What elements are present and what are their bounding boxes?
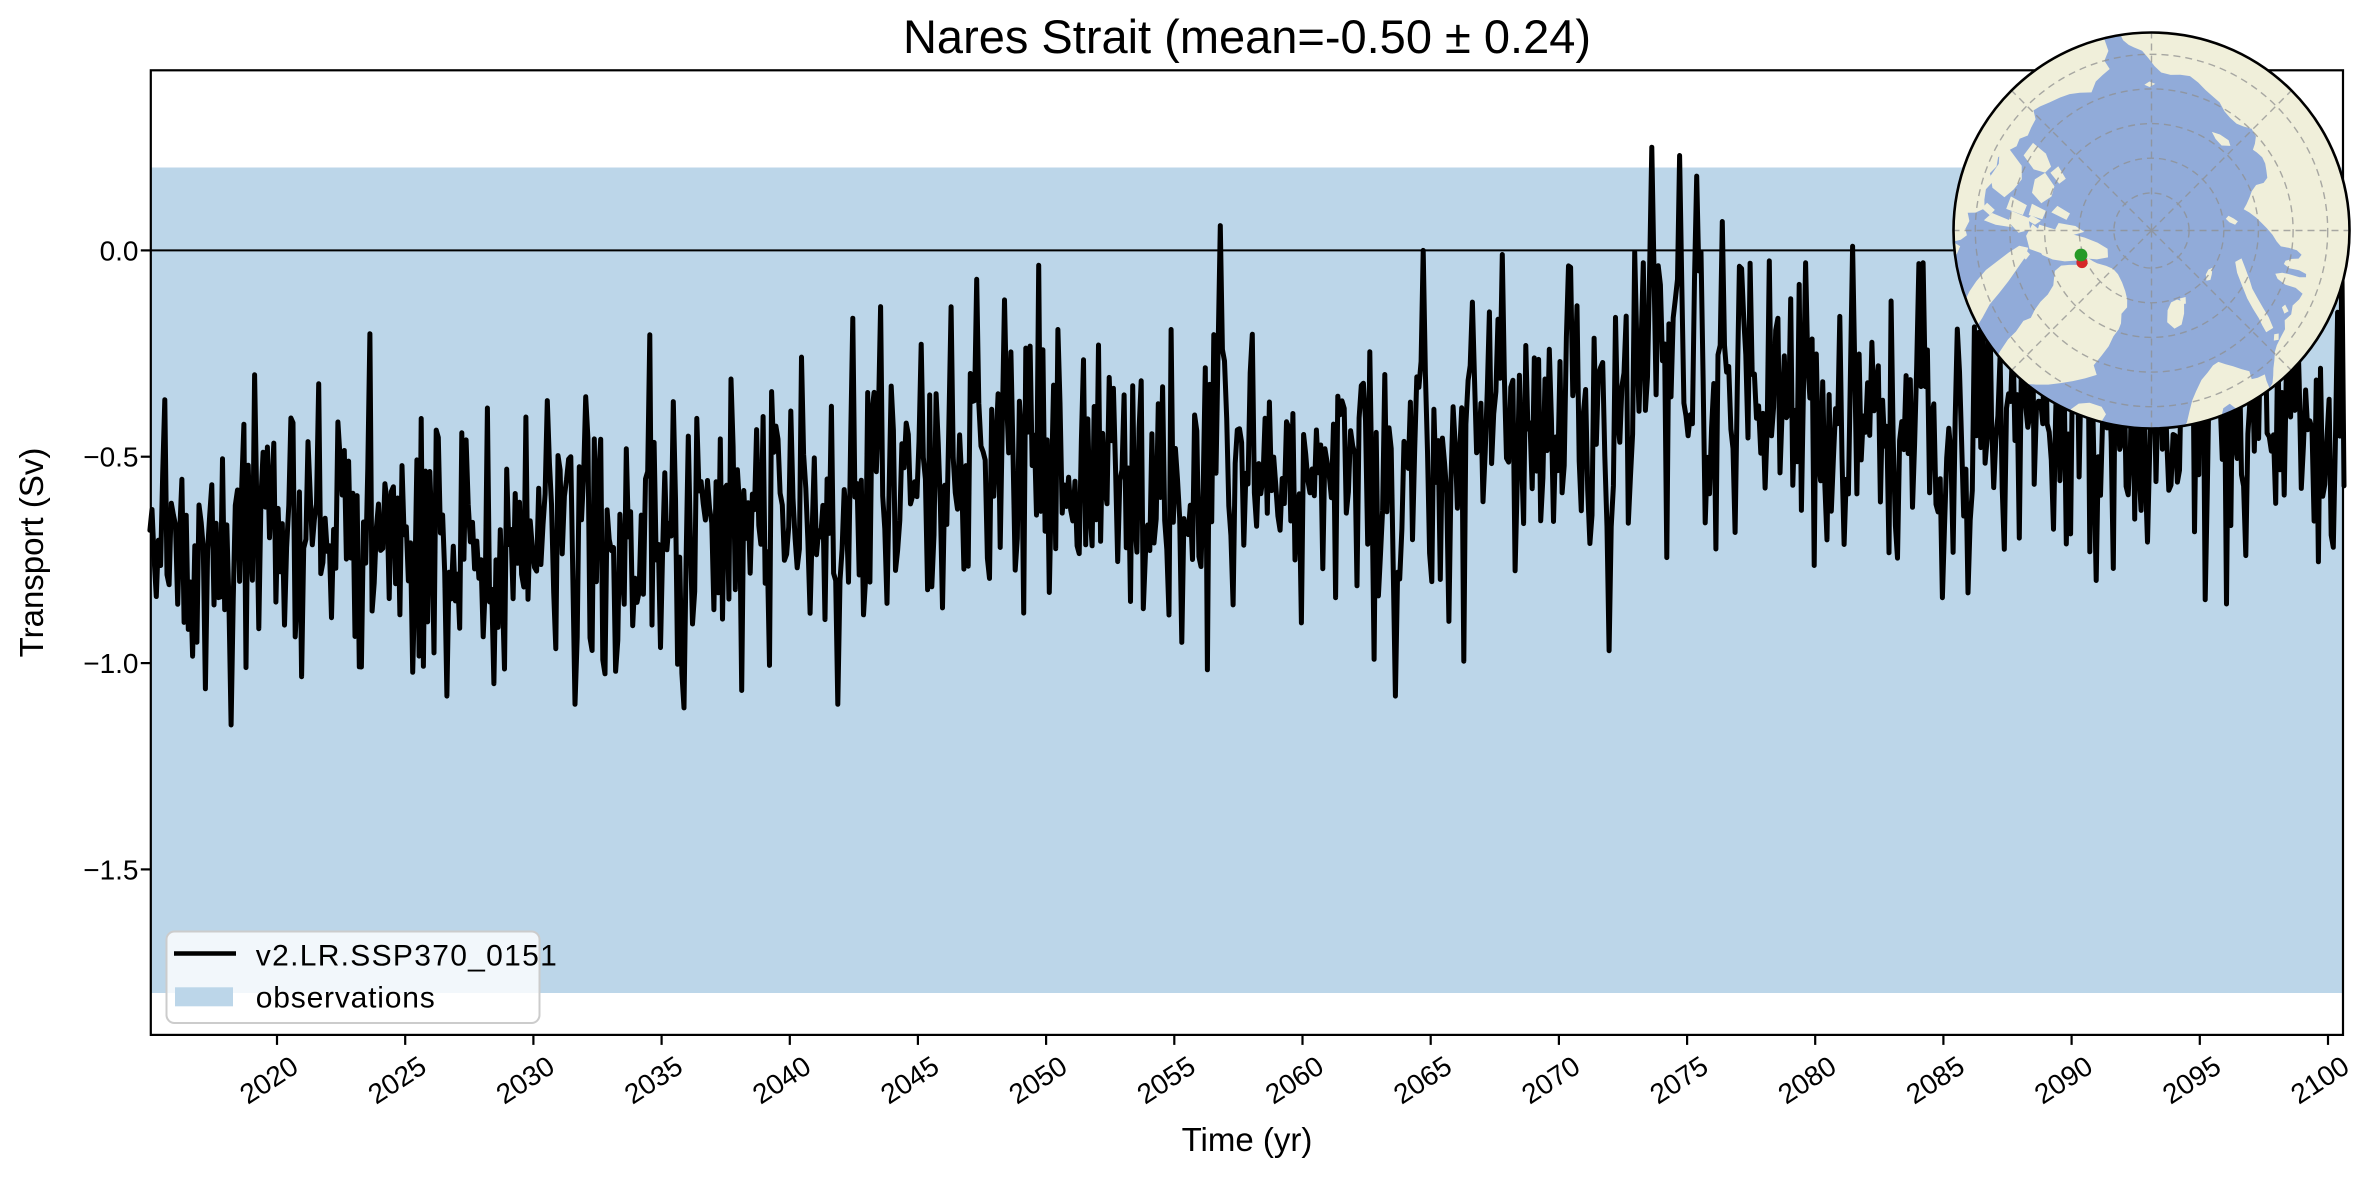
svg-text:−0.5: −0.5 xyxy=(83,442,138,473)
svg-text:−1.0: −1.0 xyxy=(83,648,138,679)
svg-text:0.0: 0.0 xyxy=(100,235,139,266)
svg-text:Nares Strait (mean=-0.50 ± 0.2: Nares Strait (mean=-0.50 ± 0.24) xyxy=(903,10,1591,63)
svg-text:observations: observations xyxy=(256,982,436,1015)
svg-text:Time (yr): Time (yr) xyxy=(1182,1121,1313,1158)
svg-text:Transport (Sv): Transport (Sv) xyxy=(13,448,50,658)
svg-text:v2.LR.SSP370_0151: v2.LR.SSP370_0151 xyxy=(256,940,558,973)
svg-text:−1.5: −1.5 xyxy=(83,854,138,885)
